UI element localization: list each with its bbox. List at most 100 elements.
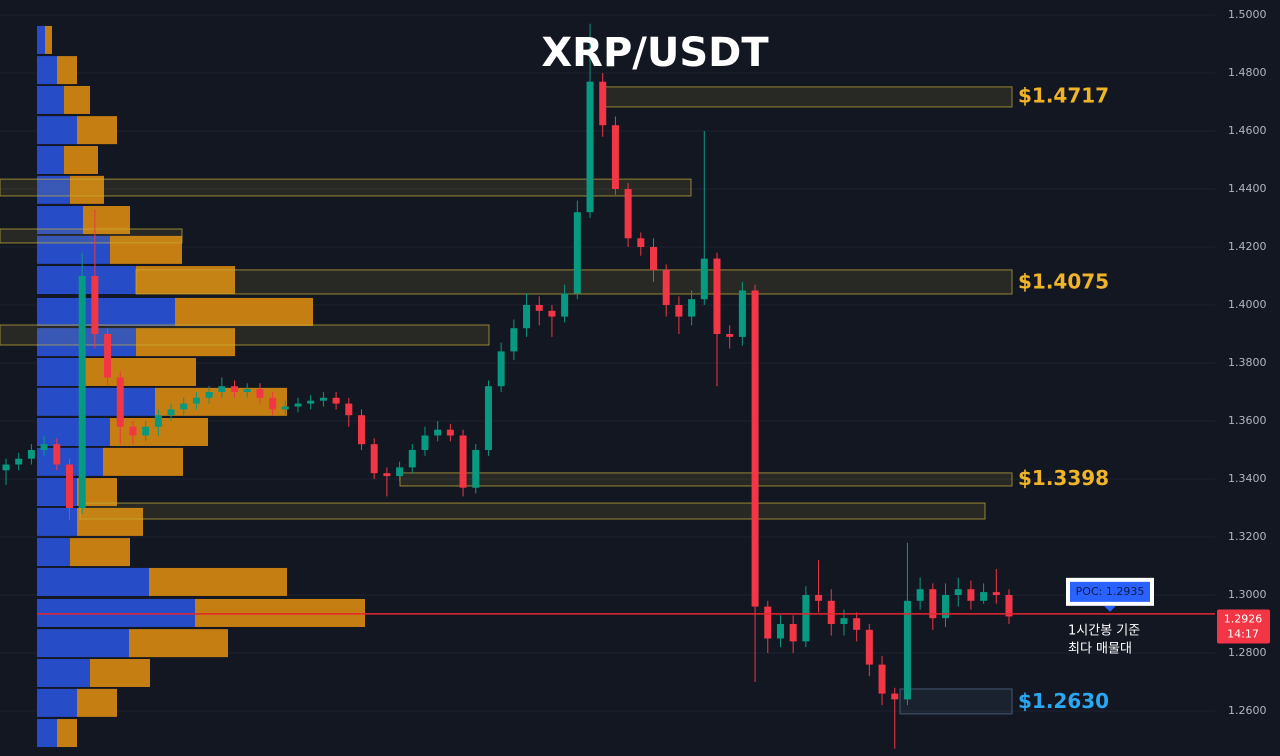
profile-sell bbox=[110, 235, 182, 264]
candle-body bbox=[599, 81, 607, 126]
candle-body bbox=[523, 304, 531, 329]
profile-buy bbox=[37, 56, 57, 85]
candle-body bbox=[243, 389, 251, 392]
profile-sell bbox=[45, 25, 52, 54]
candle-body bbox=[751, 290, 759, 607]
candle-body bbox=[180, 403, 188, 410]
zones bbox=[0, 86, 1013, 715]
y-tick-label: 1.4200 bbox=[1228, 240, 1267, 253]
profile-sell bbox=[195, 598, 365, 627]
annotation: 최다 매물대 bbox=[1068, 642, 1132, 657]
candle-body bbox=[91, 275, 99, 334]
candle-body bbox=[332, 397, 340, 404]
candle-body bbox=[738, 290, 746, 337]
profile-buy bbox=[37, 507, 77, 536]
candle-body bbox=[370, 444, 378, 474]
poc-pointer bbox=[1104, 605, 1116, 612]
y-tick-label: 1.2800 bbox=[1228, 646, 1267, 659]
candle-body bbox=[548, 310, 556, 317]
volume-profile bbox=[37, 25, 365, 748]
candle-body bbox=[827, 600, 835, 624]
profile-buy bbox=[37, 659, 90, 688]
profile-buy bbox=[37, 85, 64, 114]
candle-body bbox=[662, 270, 670, 305]
profile-sell bbox=[155, 387, 287, 416]
profile-buy bbox=[37, 357, 82, 386]
y-tick-label: 1.4800 bbox=[1228, 66, 1267, 79]
profile-sell bbox=[64, 145, 98, 174]
profile-sell bbox=[90, 659, 150, 688]
profile-buy bbox=[37, 116, 77, 145]
profile-sell bbox=[129, 629, 228, 658]
profile-sell bbox=[77, 688, 117, 717]
candle-body bbox=[396, 467, 404, 477]
zone-label: $1.3398 bbox=[1018, 466, 1109, 490]
candle-body bbox=[815, 594, 823, 601]
poc-box-inner bbox=[1070, 581, 1150, 602]
candle-body bbox=[891, 693, 899, 700]
profile-sell bbox=[70, 175, 104, 204]
candle-body bbox=[992, 592, 1000, 595]
candle-body bbox=[357, 415, 365, 445]
chart-title: XRP/USDT bbox=[541, 30, 769, 76]
candle-body bbox=[154, 415, 162, 427]
candle-body bbox=[294, 403, 302, 407]
profile-buy bbox=[37, 387, 155, 416]
zone bbox=[0, 228, 183, 244]
profile-buy bbox=[37, 25, 45, 54]
candle-body bbox=[65, 464, 73, 508]
profile-buy bbox=[37, 266, 136, 295]
profile-sell bbox=[136, 266, 235, 295]
y-tick-label: 1.3600 bbox=[1228, 414, 1267, 427]
zone bbox=[0, 178, 692, 197]
profile-buy bbox=[37, 175, 70, 204]
zone bbox=[0, 324, 490, 346]
candle-body bbox=[802, 594, 810, 642]
profile-sell bbox=[103, 447, 183, 476]
candle-body bbox=[878, 664, 886, 694]
candle-body bbox=[980, 592, 988, 601]
candle-body bbox=[650, 246, 658, 271]
candle-body bbox=[472, 449, 480, 488]
candle-body bbox=[459, 435, 467, 488]
candle-body bbox=[688, 299, 696, 317]
y-tick-label: 1.3000 bbox=[1228, 588, 1267, 601]
candle-body bbox=[345, 403, 353, 416]
profile-sell bbox=[136, 328, 235, 357]
profile-buy bbox=[37, 418, 110, 447]
candle-body bbox=[586, 81, 594, 213]
profile-sell bbox=[77, 507, 143, 536]
candle-body bbox=[764, 606, 772, 639]
zone bbox=[599, 86, 1013, 108]
profile-sell bbox=[82, 357, 196, 386]
candle-body bbox=[231, 386, 239, 392]
profile-buy bbox=[37, 719, 57, 748]
candle-body bbox=[929, 589, 937, 619]
candle-body bbox=[726, 333, 734, 337]
candle-body bbox=[789, 623, 797, 642]
candle-body bbox=[78, 275, 86, 508]
candle-body bbox=[611, 125, 619, 189]
profile-buy bbox=[37, 538, 70, 567]
candle-body bbox=[142, 426, 150, 436]
candle-body bbox=[967, 589, 975, 601]
y-tick-label: 1.3200 bbox=[1228, 530, 1267, 543]
candle-body bbox=[954, 589, 962, 595]
candle-body bbox=[167, 409, 175, 416]
candles bbox=[2, 23, 1013, 749]
candle-body bbox=[675, 304, 683, 317]
price-tag bbox=[1217, 609, 1270, 644]
profile-buy bbox=[37, 145, 64, 174]
candle-body bbox=[15, 458, 23, 465]
candle-body bbox=[104, 333, 112, 378]
candle-body bbox=[573, 212, 581, 294]
zone bbox=[399, 472, 1013, 487]
candle-body bbox=[535, 304, 543, 311]
y-tick-label: 1.5000 bbox=[1228, 8, 1267, 21]
candle-body bbox=[40, 444, 48, 450]
candle-body bbox=[281, 406, 289, 410]
candle-body bbox=[53, 444, 61, 465]
candle-body bbox=[205, 391, 213, 398]
candle-body bbox=[421, 435, 429, 450]
